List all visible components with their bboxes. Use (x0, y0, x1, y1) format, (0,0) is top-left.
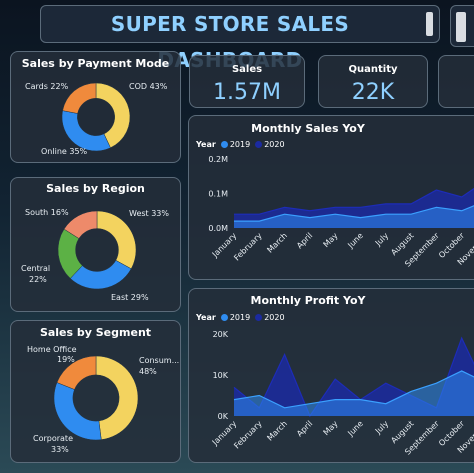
data-label: 48% (139, 367, 157, 376)
data-label: Corporate (33, 434, 73, 443)
data-label: Central (21, 264, 51, 273)
payment-mode-panel: Sales by Payment Mode Cards 22% COD 43% … (10, 51, 181, 163)
x-tick-label: June (346, 231, 365, 250)
x-tick-label: March (265, 419, 289, 443)
x-tick-label: June (346, 419, 365, 438)
panel-title: Sales by Payment Mode (21, 57, 170, 70)
kpi-label: Quantity (348, 64, 398, 75)
region-panel: Sales by Region South 16% West 33% Centr… (10, 177, 181, 312)
x-tick-label: February (232, 419, 264, 451)
legend-dot (220, 140, 228, 148)
panel-title: Monthly Profit YoY (250, 294, 366, 307)
legend-dot (220, 313, 228, 321)
donut-slice-corporate[interactable] (53, 382, 102, 441)
x-tick-label: July (373, 231, 390, 248)
panel-title: Sales by Segment (39, 326, 152, 339)
slicer-stub[interactable] (450, 5, 474, 47)
legend-item[interactable]: 2019 (229, 313, 251, 322)
kpi-card-partial (438, 55, 474, 108)
scrollbar[interactable] (456, 12, 466, 42)
donut-slice-cards[interactable] (62, 82, 97, 114)
x-tick-label: March (265, 231, 289, 255)
area-series-2020[interactable] (234, 338, 474, 416)
data-label: 33% (51, 445, 69, 454)
area-series-2019[interactable] (234, 370, 474, 416)
data-label: South 16% (25, 208, 69, 217)
legend-dot (255, 140, 263, 148)
data-label: Consum... (139, 356, 180, 365)
kpi-label: Sales (231, 64, 263, 75)
data-label: West 33% (129, 209, 169, 218)
data-label: East 29% (111, 293, 149, 302)
legend-title: Year (196, 140, 216, 149)
y-tick-label: 10K (213, 371, 229, 380)
dashboard-title-bar: SUPER STORE SALES DASHBOARD (40, 5, 440, 72)
monthly-profit-panel: Monthly Profit YoY Year 2019 2020 20K 10K 0K… (188, 288, 474, 463)
donut-slice-online[interactable] (61, 110, 111, 152)
monthly-sales-panel: Monthly Sales YoY Year 2019 2020 0.2M 0.1M 0… (188, 115, 474, 280)
payment-donut-chart[interactable] (61, 82, 131, 152)
data-label: Cards 22% (25, 82, 69, 91)
line-series-2020[interactable] (234, 180, 474, 215)
panel-title: Sales by Region (46, 182, 145, 195)
legend-item[interactable]: 2020 (264, 313, 285, 322)
region-donut-chart[interactable] (57, 210, 137, 290)
x-tick-label: April (295, 419, 314, 438)
chart-legend: Year 2019 2020 (196, 140, 285, 149)
y-tick-label: 0K (218, 412, 229, 421)
data-label: 19% (57, 355, 75, 364)
line-series-2019[interactable] (234, 200, 474, 222)
y-tick-label: 0.2M (208, 155, 228, 164)
donut-slice-home-office[interactable] (56, 355, 97, 390)
legend-item[interactable]: 2020 (264, 140, 285, 149)
chart-legend: Year 2019 2020 (196, 313, 285, 322)
line-series-2019[interactable] (233, 370, 474, 409)
x-tick-label: May (322, 231, 340, 249)
x-tick-label: February (232, 231, 264, 263)
segment-donut-chart[interactable] (53, 355, 139, 441)
legend-title: Year (196, 313, 216, 322)
panel-title: Monthly Sales YoY (251, 122, 365, 135)
data-label: 22% (29, 275, 47, 284)
legend-dot (255, 313, 263, 321)
segment-panel: Sales by Segment Home Office 19% Consum.… (10, 320, 181, 463)
donut-slice-south[interactable] (63, 210, 98, 239)
donut-slice-consumer[interactable] (95, 355, 139, 440)
kpi-value: 1.57M (213, 80, 281, 105)
y-tick-label: 20K (213, 330, 229, 339)
x-tick-label: May (322, 419, 340, 437)
kpi-card-quantity: Quantity 22K (318, 55, 428, 108)
x-tick-label: July (373, 419, 390, 436)
y-tick-label: 0.0M (208, 224, 228, 233)
scrollbar[interactable] (426, 12, 433, 36)
kpi-card-sales: Sales 1.57M (189, 55, 305, 108)
data-label: Home Office (27, 345, 77, 354)
data-label: COD 43% (129, 82, 168, 91)
data-label: Online 35% (41, 147, 88, 156)
y-tick-label: 0.1M (208, 190, 228, 199)
donut-slice-west[interactable] (96, 210, 137, 270)
legend-item[interactable]: 2019 (229, 140, 251, 149)
kpi-value: 22K (351, 80, 395, 105)
x-tick-label: April (295, 231, 314, 250)
